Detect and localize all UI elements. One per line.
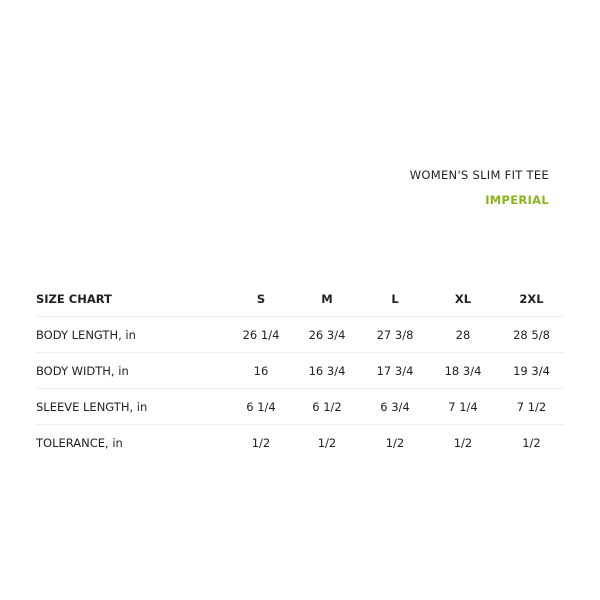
cell-value: 16 — [231, 352, 291, 389]
cell-value: 1/2 — [522, 435, 541, 450]
table-row: SLEEVE LENGTH, in 6 1/4 6 1/2 6 3/4 7 1/4 7 1… — [36, 388, 564, 425]
cell-value: 28 — [427, 316, 499, 353]
table-row: TOLERANCE, in 1/2 1/2 1/2 1/2 1/2 — [36, 425, 564, 461]
cell-value: 18 3/4 — [427, 352, 499, 389]
column-header: M — [291, 281, 363, 317]
column-header: 2XL — [499, 281, 564, 317]
row-label: BODY LENGTH, in — [36, 316, 231, 353]
cell-value: 6 3/4 — [363, 388, 427, 425]
cell-value: 19 3/4 — [499, 352, 564, 389]
cell-value: 27 3/8 — [363, 316, 427, 353]
unit-label: IMPERIAL — [485, 193, 549, 207]
cell-value: 17 3/4 — [363, 352, 427, 389]
cell-value: 1/2 — [453, 435, 473, 450]
cell-value: 16 3/4 — [291, 352, 363, 389]
cell-value: 28 5/8 — [499, 316, 564, 353]
table-header-row: SIZE CHART S M L XL 2XL — [36, 281, 564, 317]
column-header: L — [363, 281, 427, 317]
cell-value: 6 1/4 — [231, 388, 291, 425]
column-header: XL — [427, 281, 499, 317]
cell-value: 26 3/4 — [291, 316, 363, 353]
cell-value: 6 1/2 — [291, 388, 363, 425]
column-header: S — [231, 281, 291, 317]
cell-value: 1/2 — [385, 435, 405, 450]
cell-value: 26 1/4 — [231, 316, 291, 353]
row-label: BODY WIDTH, in — [36, 352, 231, 389]
cell-value: 1/2 — [317, 435, 337, 450]
table-title: SIZE CHART — [36, 281, 231, 317]
table-row: BODY LENGTH, in 26 1/4 26 3/4 27 3/8 28 28 5/… — [36, 316, 564, 353]
table-row: BODY WIDTH, in 16 16 3/4 17 3/4 18 3/4 19 3/4 — [36, 352, 564, 389]
size-chart-table: SIZE CHART S M L XL 2XL BODY LENGTH, in 26 1/4… — [36, 281, 564, 460]
row-label: TOLERANCE, in — [36, 435, 123, 450]
row-label: SLEEVE LENGTH, in — [36, 388, 231, 425]
cell-value: 1/2 — [251, 435, 271, 450]
product-title: WOMEN'S SLIM FIT TEE — [409, 168, 549, 182]
cell-value: 7 1/4 — [427, 388, 499, 425]
cell-value: 7 1/2 — [499, 388, 564, 425]
